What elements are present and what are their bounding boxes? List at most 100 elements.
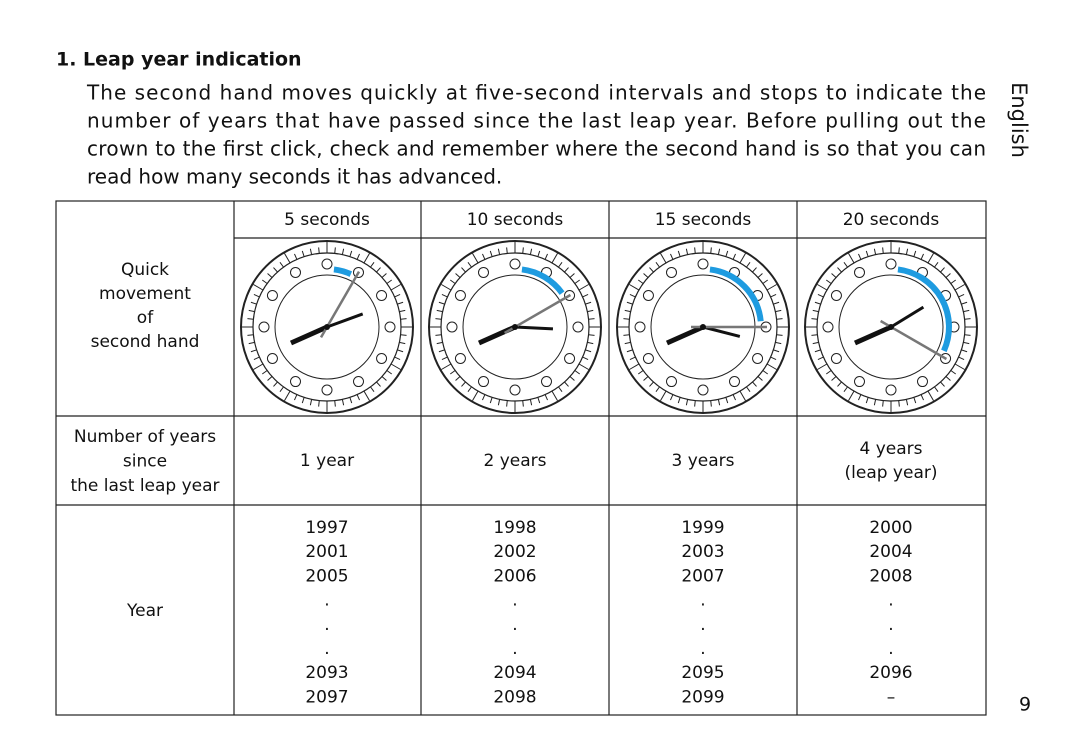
years-since: 1 year — [300, 451, 354, 471]
watch-marker — [509, 258, 521, 270]
watch-tick — [814, 349, 821, 353]
watch-tick — [905, 248, 909, 255]
row-label: Year — [126, 601, 163, 621]
watch-tick — [394, 294, 401, 298]
watch-tick — [400, 318, 407, 320]
year: . — [324, 591, 329, 611]
watch-tick — [435, 318, 442, 320]
minute-hand — [514, 325, 554, 331]
side-label: English — [1007, 82, 1031, 158]
watch-tick — [837, 381, 842, 387]
row-label: second hand — [91, 332, 200, 352]
watch-tick — [482, 394, 486, 401]
watch-tick — [873, 248, 877, 255]
watch-tick — [629, 294, 636, 298]
watch-tick — [309, 248, 313, 255]
row-label: since — [123, 452, 167, 472]
watch-tick — [629, 356, 636, 360]
watch-tick — [574, 370, 581, 375]
watch-tick — [710, 400, 712, 407]
watch-tick — [766, 363, 777, 370]
watch-tick — [913, 397, 917, 404]
watch-tick — [817, 284, 828, 291]
watch-tick — [489, 397, 493, 404]
watch-tick — [649, 381, 654, 387]
year: 2095 — [681, 663, 724, 683]
watch-tick — [438, 349, 445, 353]
watch-tick — [773, 301, 780, 305]
minute-hand — [326, 312, 364, 329]
watch-marker — [541, 376, 552, 388]
watch-tick — [637, 279, 644, 284]
minute-hand — [702, 325, 741, 338]
watch-marker — [830, 353, 842, 364]
watch-marker — [854, 266, 865, 278]
watch-tick — [441, 294, 448, 298]
watch-tick — [950, 279, 957, 284]
watch-marker — [384, 321, 396, 333]
watch-marker — [666, 376, 677, 388]
watch-tick — [865, 397, 869, 404]
watch-tick — [710, 247, 712, 254]
year: 2008 — [869, 566, 912, 586]
watch-tick — [954, 363, 965, 370]
watch-tick — [356, 394, 360, 401]
watch-tick — [381, 376, 387, 381]
watch-tick — [694, 247, 696, 254]
watch-tick — [964, 334, 971, 336]
watch-dial — [838, 274, 944, 380]
watch-tick — [482, 253, 486, 260]
watch-tick — [746, 261, 751, 268]
watch-tick — [253, 356, 260, 360]
watch-tick — [660, 253, 667, 264]
watch-illustrations — [240, 240, 978, 414]
watch-tick — [248, 309, 255, 313]
watch-tick — [643, 376, 649, 381]
watch-tick — [301, 397, 305, 404]
watch-tick — [958, 294, 965, 298]
watch-tick — [582, 294, 589, 298]
watch-tick — [318, 400, 320, 407]
table-grid — [55, 200, 987, 716]
watch-tick — [544, 253, 548, 260]
watch-tick — [370, 386, 375, 393]
watch-tick — [963, 341, 970, 345]
watch-tick — [497, 399, 501, 406]
watch-tick — [629, 284, 640, 291]
watch-tick — [865, 250, 869, 257]
watch-tick — [250, 349, 257, 353]
watch-marker — [376, 353, 388, 364]
watch-tick — [757, 376, 763, 381]
watch-tick — [248, 341, 255, 345]
watch-tick — [588, 334, 595, 336]
watch-tick — [775, 341, 782, 345]
watch-tick — [685, 248, 689, 255]
watch-tick — [558, 261, 563, 268]
minute-hand — [890, 305, 925, 329]
watch-tick — [817, 363, 828, 370]
watch-tick — [732, 394, 736, 401]
watch-tick — [626, 349, 633, 353]
watch-tick — [950, 370, 957, 375]
watch-tick — [522, 400, 524, 407]
watch-tick — [399, 309, 406, 313]
watch-tick — [624, 309, 631, 313]
year: . — [888, 615, 893, 635]
watch-tick — [544, 394, 548, 401]
watch-tick — [739, 253, 746, 264]
watch-marker — [290, 376, 301, 388]
watch-tick — [574, 279, 581, 284]
watch-tick — [649, 267, 654, 273]
watch-tick — [399, 341, 406, 345]
year: 2000 — [869, 518, 912, 538]
watch-tick — [655, 261, 660, 268]
watch-tick — [811, 334, 818, 336]
watch-tick — [762, 279, 769, 284]
year: . — [512, 591, 517, 611]
watch-marker — [266, 353, 278, 364]
watch-tick — [341, 248, 345, 255]
hour-hand — [665, 324, 705, 346]
year: 2004 — [869, 542, 912, 562]
watch-marker — [564, 290, 576, 301]
year: 1999 — [681, 518, 724, 538]
